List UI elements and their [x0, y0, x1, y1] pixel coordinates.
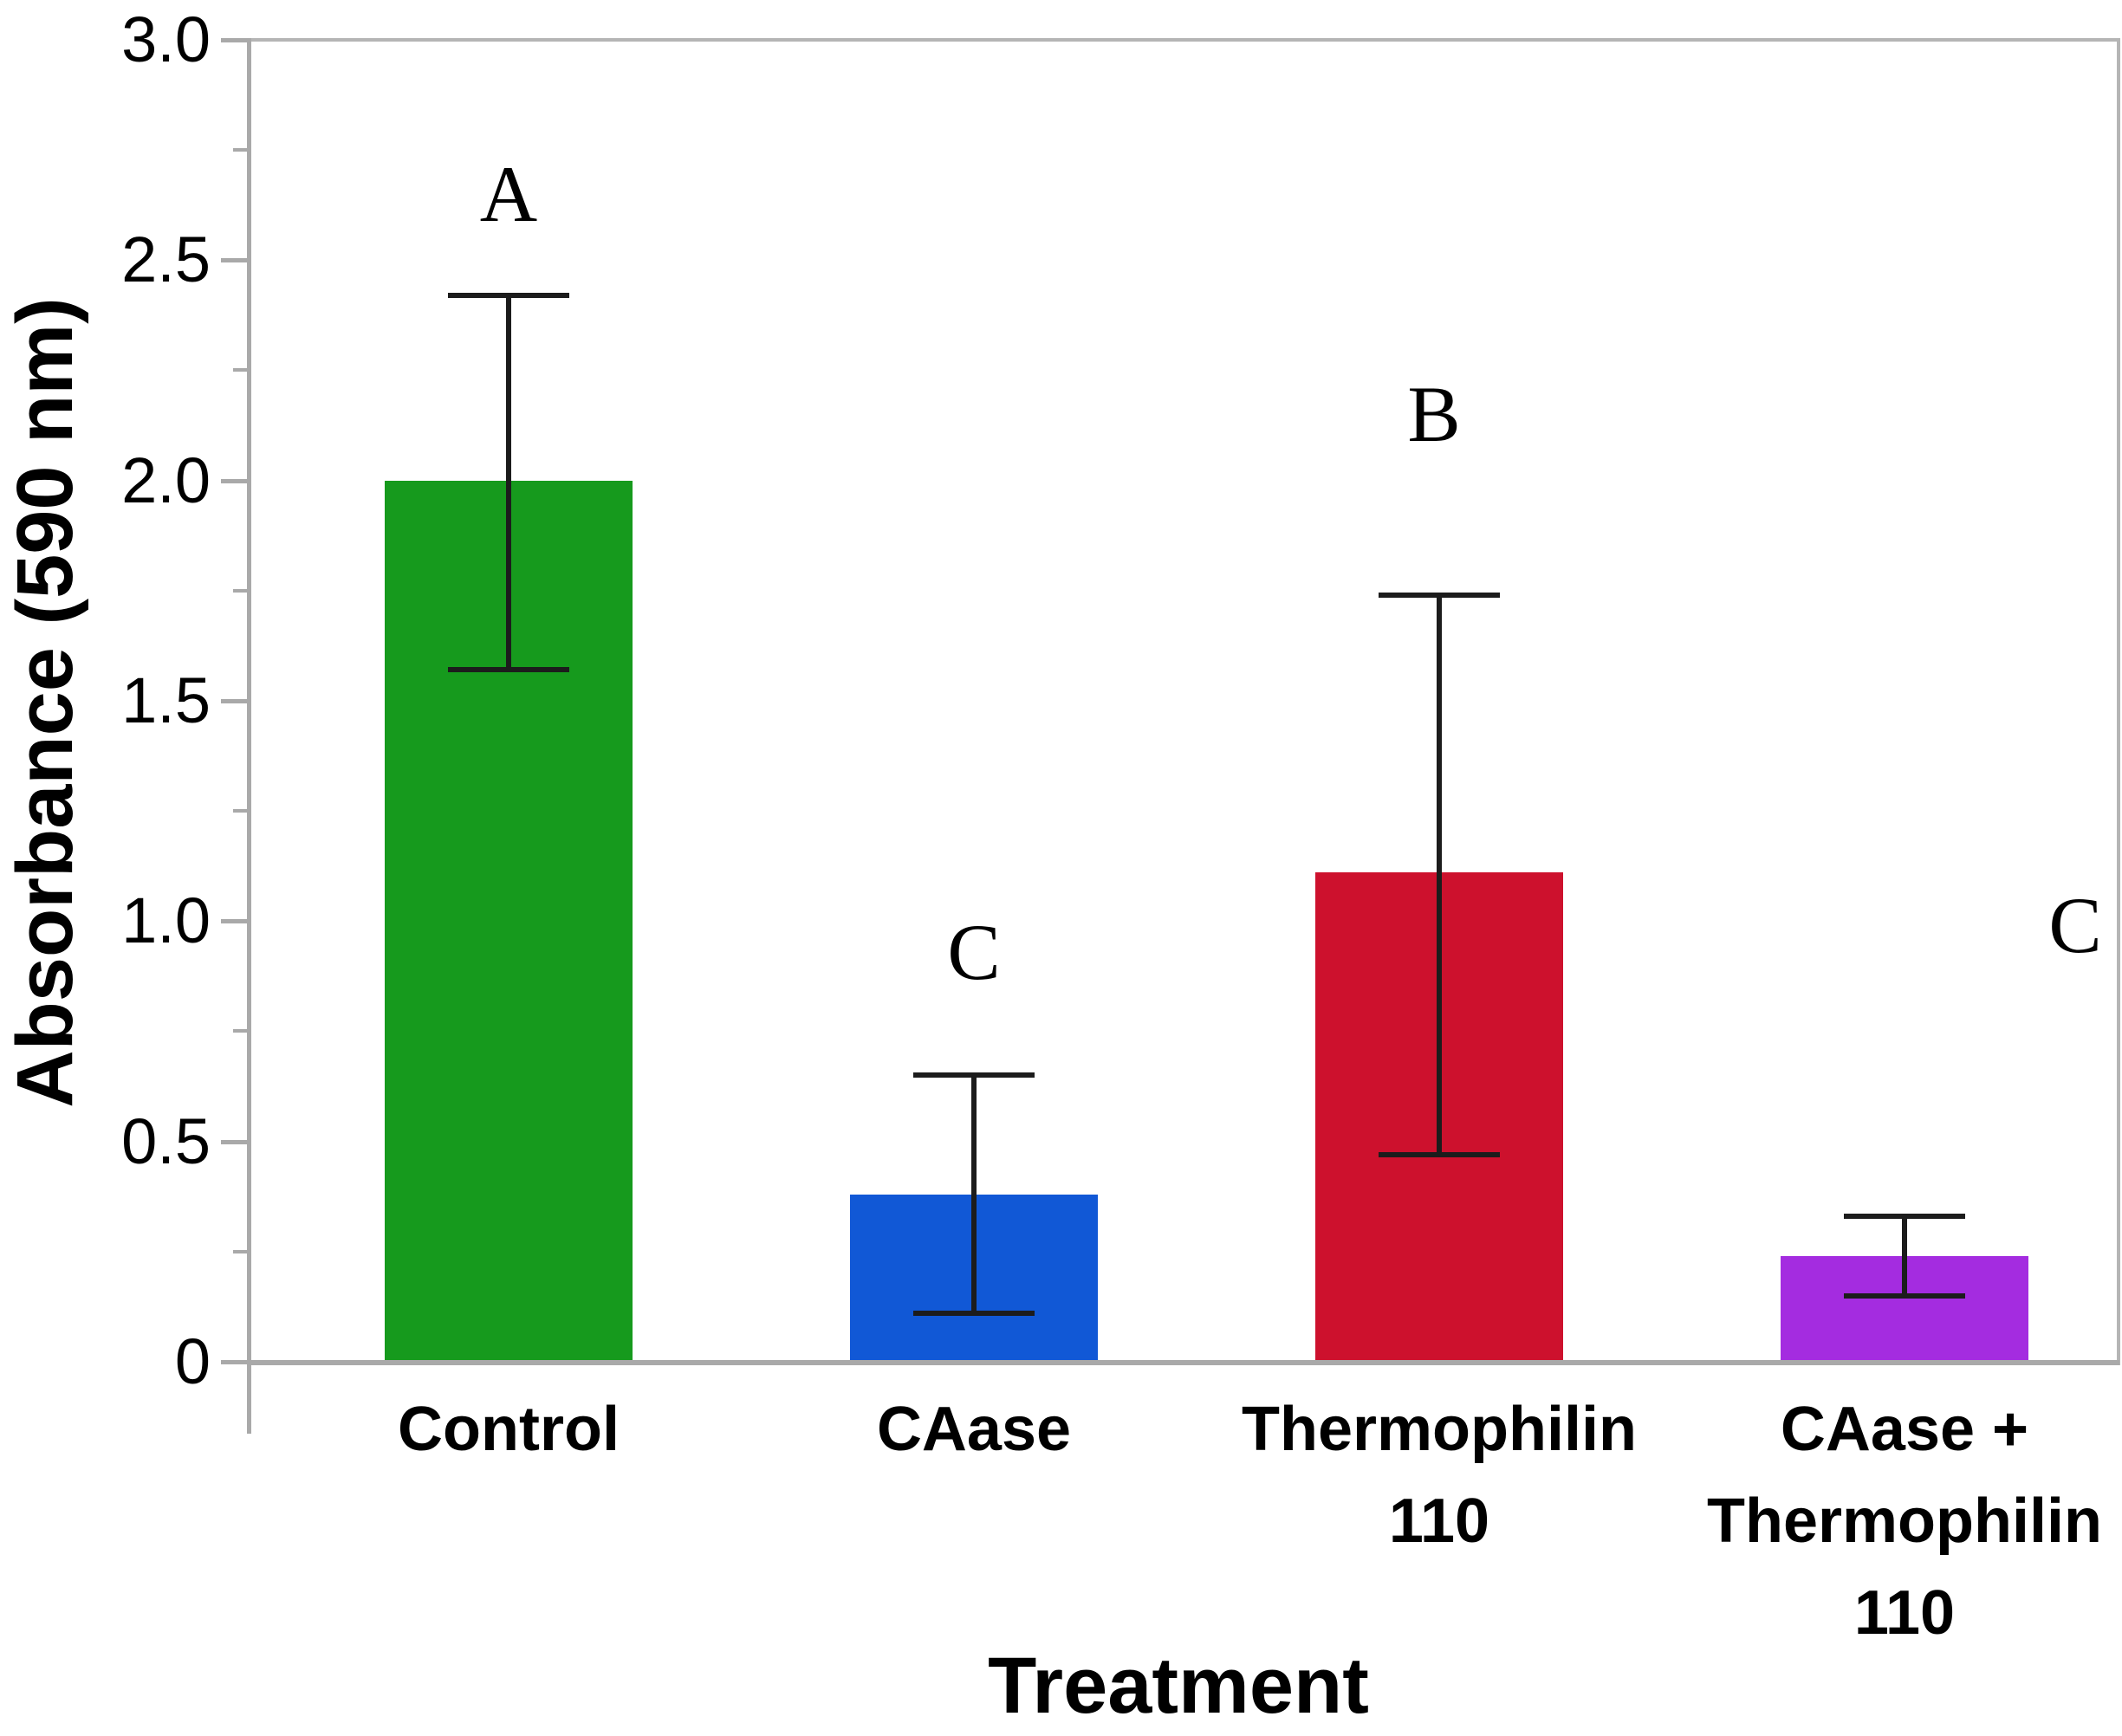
significance-letter: A	[479, 150, 538, 238]
y-axis-minor-tick	[233, 368, 247, 372]
y-axis-major-tick	[221, 1140, 247, 1144]
significance-letter: C	[947, 908, 1001, 996]
category-label: Control	[398, 1395, 620, 1464]
y-axis-minor-tick	[233, 1250, 247, 1253]
y-tick-label: 3.0	[121, 3, 211, 75]
y-axis-major-tick	[221, 258, 247, 262]
x-axis-line	[247, 1360, 2119, 1365]
y-axis-major-tick	[221, 38, 247, 42]
y-tick-label: 0.5	[121, 1105, 211, 1177]
y-axis-minor-tick	[233, 148, 247, 152]
y-tick-label: 1.5	[121, 664, 211, 736]
error-bar-cap-upper	[1379, 593, 1500, 598]
y-axis-major-tick	[221, 1360, 247, 1364]
error-bar-cap-upper	[913, 1072, 1035, 1078]
category-label: CAase	[876, 1395, 1072, 1464]
error-bar-cap-lower	[1844, 1293, 1965, 1299]
y-axis-major-tick	[221, 699, 247, 703]
y-axis-minor-tick	[233, 589, 247, 593]
y-axis-title: Absorbance (590 nm)	[1, 297, 89, 1108]
plot-frame-top	[247, 38, 2119, 42]
y-axis-minor-tick	[233, 809, 247, 813]
y-axis-line	[247, 38, 251, 1434]
y-axis-major-tick	[221, 919, 247, 923]
plot-frame-right	[2117, 38, 2120, 1365]
y-tick-label: 2.0	[121, 444, 211, 516]
error-bar-whisker	[1437, 595, 1442, 1155]
category-label: CAase + Thermophilin 110	[1707, 1395, 2102, 1648]
x-axis-title: Treatment	[988, 1642, 1369, 1730]
category-label: Thermophilin 110	[1242, 1395, 1637, 1556]
error-bar-cap-lower	[913, 1311, 1035, 1316]
error-bar-whisker	[506, 295, 511, 670]
significance-letter: B	[1407, 370, 1461, 458]
y-tick-label: 0	[174, 1325, 211, 1397]
error-bar-cap-lower	[448, 667, 569, 672]
y-tick-label: 2.5	[121, 223, 211, 295]
error-bar-cap-upper	[1844, 1214, 1965, 1219]
error-bar-whisker	[971, 1075, 977, 1313]
y-axis-minor-tick	[233, 1029, 247, 1033]
error-bar-whisker	[1902, 1216, 1907, 1296]
y-tick-label: 1.0	[121, 884, 211, 956]
significance-letter: C	[2048, 881, 2102, 969]
error-bar-cap-upper	[448, 293, 569, 298]
error-bar-cap-lower	[1379, 1152, 1500, 1157]
y-axis-major-tick	[221, 479, 247, 483]
